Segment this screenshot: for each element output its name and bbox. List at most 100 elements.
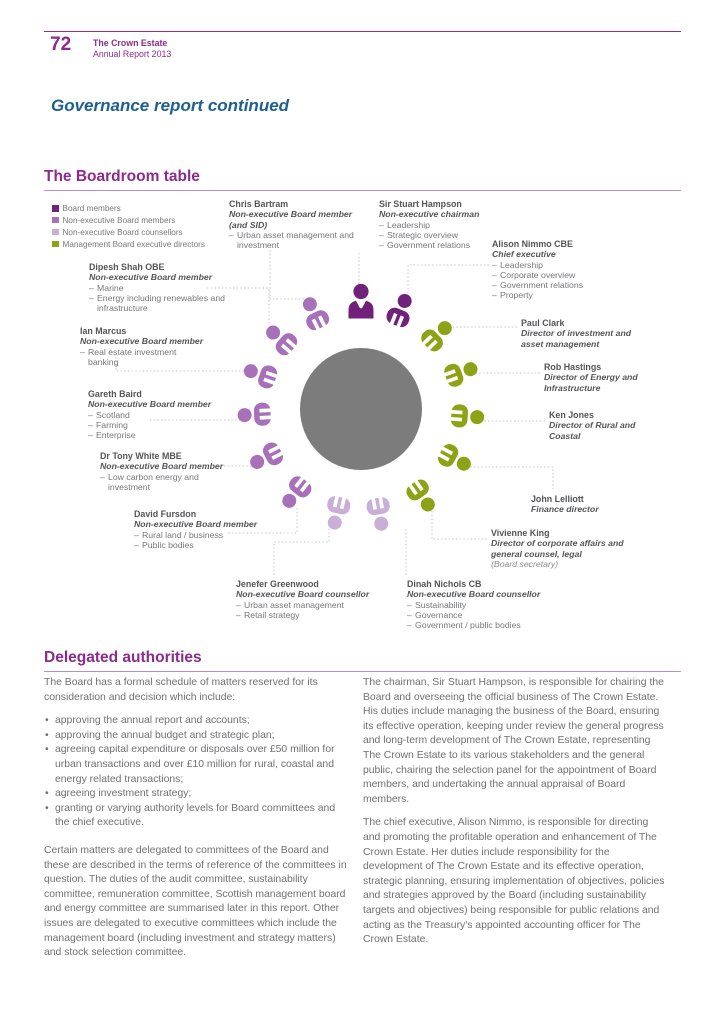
legend-item-board-members: Board members [52,204,205,214]
person-hands-gap [450,416,463,422]
person-hands-gap [280,343,292,355]
person-icon-dipesh-shah-obe [266,325,298,356]
brand-block: The Crown Estate Annual Report 2013 [93,38,171,59]
person-icon-chris-bartram [302,297,330,331]
member-detail: Urban asset management [236,600,386,611]
person-icon-dr-tony-white-mbe [250,442,284,469]
person-hands-gap [285,338,297,349]
person-body [327,496,351,515]
person-head [437,321,452,336]
connector-line-john-lelliott [459,466,554,489]
member-name: Ken Jones [549,410,594,420]
person-head [397,293,412,308]
boardroom-heading: The Boardroom table [44,168,200,185]
legend-item-non-executive-board-counsellors: Non-executive Board counsellors [52,227,205,238]
member-role: Chief executive [492,249,556,260]
member-name: Sir Stuart Hampson [379,199,462,209]
person-hands-gap [437,452,450,462]
member-detail: Government / public bodies [407,620,557,631]
person-hands-gap [378,496,384,509]
member-detail: Enterprise [88,430,223,441]
person-hands-gap [263,377,276,385]
member-label-dr-tony-white-mbe: Dr Tony White MBE Non-executive Board mem… [100,451,230,492]
person-icon-ian-marcus [243,364,278,389]
legend-swatch-icon [52,216,59,224]
page-title: Governance report continued [51,96,290,115]
member-role: Director of Energy and Infrastructure [544,372,638,393]
delegated-bullet: approving the annual budget and strategi… [44,729,349,744]
member-role: Non-executive Board counsellor [407,589,541,600]
person-icon-rob-hastings [443,362,478,387]
delegated-heading-rule [44,671,681,672]
delegated-intro: The Board has a formal schedule of matte… [44,677,318,703]
person-hands-gap [441,446,454,456]
legend-item-non-executive-board-members: Non-executive Board members [52,216,205,226]
person-body [450,404,468,428]
person-hands-gap [268,445,281,454]
member-detail: Leadership [492,260,632,271]
person-hands-gap [317,315,327,328]
member-role: Non-executive Board member [89,272,213,283]
member-label-jenefer-greenwood: Jenefer Greenwood Non-executive Board cou… [236,579,386,620]
member-label-rob-hastings: Rob Hastings Director of Energy and Infra… [544,362,664,393]
person-hands-gap [414,479,424,492]
person-body [348,300,374,319]
connector-line-alison-nimmo-cbe [407,264,489,296]
person-hands-gap [265,370,278,379]
member-role: Non-executive Board member [80,336,204,347]
person-body [406,479,429,501]
person-head [470,410,485,425]
person-icon-alison-nimmo-cbe [386,293,412,328]
delegated-bullet: granting or varying authority levels for… [44,802,349,831]
person-body [289,476,312,498]
member-label-ken-jones: Ken Jones Director of Rural and Coastal [549,410,664,441]
member-label-chris-bartram: Chris Bartram Non-executive Board member … [229,199,354,250]
person-hands-gap [259,415,272,420]
person-body [438,444,459,467]
legend-item-management-board-executive-directors: Management Board executive directors [52,240,205,250]
person-body [258,365,278,389]
person-body [306,310,330,331]
person-body [421,329,443,352]
person-head [237,408,252,423]
member-detail: Strategic overview [379,230,509,241]
member-name: Chris Bartram [229,199,289,209]
member-role: Non-executive Board member [134,519,258,530]
person-head [250,454,265,469]
member-detail: Urban asset management and investment [229,230,354,251]
person-body [366,497,390,516]
connector-line-chris-bartram [269,250,306,300]
person-body [253,402,271,426]
member-role: Non-executive Board member [100,461,224,472]
member-name: Gareth Baird [88,389,142,399]
member-detail: Marine [89,283,259,294]
header-rule [44,31,681,32]
member-name: Vivienne King [491,528,550,538]
delegated-right-para2: The chief executive, Alison Nimmo, is re… [363,817,665,946]
member-detail: Retail strategy [236,610,386,621]
boardroom-table-circle [300,348,422,470]
member-label-john-lelliott: John Lelliott Finance director [531,494,641,515]
legend-swatch-icon [52,240,59,248]
person-icon-ken-jones [450,404,485,428]
connector-line-vivienne-king [431,504,487,540]
connector-line-ian-marcus [115,357,252,372]
person-hands-gap [311,318,320,331]
person-icon-paul-clark [421,321,452,352]
person-hands-gap [408,483,418,496]
member-role: Director of corporate affairs and genera… [491,538,624,559]
person-icon-gareth-baird [237,402,272,426]
member-role: Director of investment and asset managem… [521,328,632,349]
person-head [374,516,389,531]
person-icon-jenefer-greenwood [327,495,351,530]
member-detail: Scotland [88,410,223,421]
member-detail: Energy including renewables and infrastr… [89,293,259,314]
person-hands-gap [396,315,405,328]
legend-label: Non-executive Board counsellors [62,227,183,237]
member-name: Ian Marcus [80,326,127,336]
person-body [275,333,298,356]
member-label-dipesh-shah-obe: Dipesh Shah OBE Non-executive Board membe… [89,262,259,313]
